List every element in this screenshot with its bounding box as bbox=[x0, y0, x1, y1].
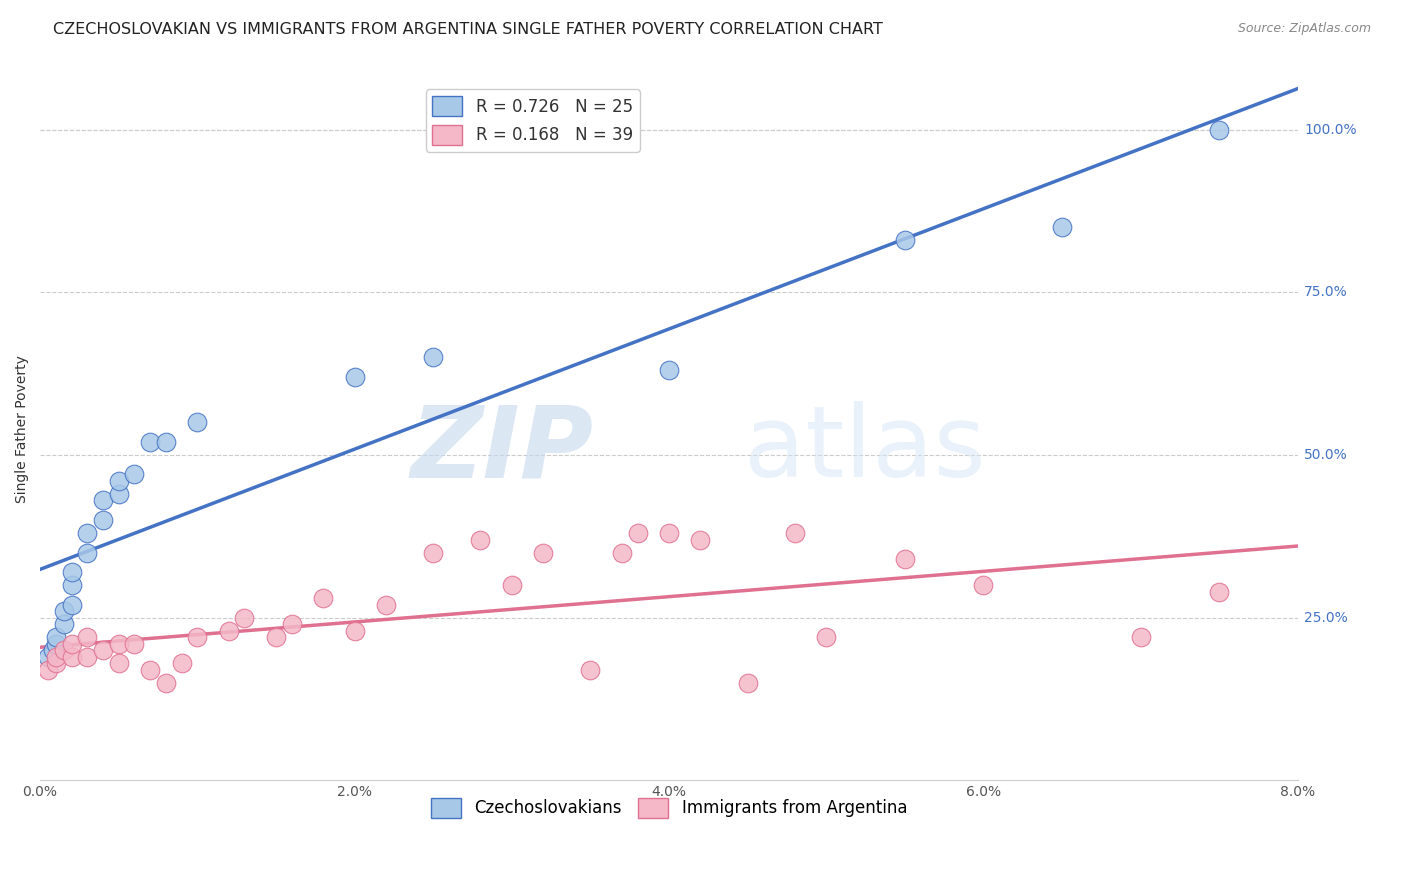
Point bbox=[218, 624, 240, 638]
Point bbox=[76, 545, 98, 559]
Point bbox=[45, 630, 67, 644]
Point bbox=[91, 513, 114, 527]
Point bbox=[470, 533, 492, 547]
Point bbox=[107, 474, 129, 488]
Point bbox=[893, 552, 915, 566]
Point bbox=[76, 526, 98, 541]
Point bbox=[689, 533, 711, 547]
Point bbox=[45, 656, 67, 670]
Point bbox=[1129, 630, 1152, 644]
Point bbox=[1208, 122, 1230, 136]
Point bbox=[610, 545, 633, 559]
Point bbox=[155, 434, 177, 449]
Point bbox=[312, 591, 335, 605]
Text: 100.0%: 100.0% bbox=[1305, 122, 1357, 136]
Point bbox=[60, 649, 83, 664]
Point bbox=[107, 656, 129, 670]
Point bbox=[501, 578, 523, 592]
Point bbox=[737, 675, 759, 690]
Text: CZECHOSLOVAKIAN VS IMMIGRANTS FROM ARGENTINA SINGLE FATHER POVERTY CORRELATION C: CZECHOSLOVAKIAN VS IMMIGRANTS FROM ARGEN… bbox=[53, 22, 883, 37]
Point bbox=[52, 643, 75, 657]
Point bbox=[52, 617, 75, 632]
Point bbox=[91, 493, 114, 508]
Point bbox=[343, 369, 366, 384]
Point bbox=[233, 610, 256, 624]
Point bbox=[60, 565, 83, 579]
Point bbox=[972, 578, 994, 592]
Point bbox=[264, 630, 287, 644]
Text: 75.0%: 75.0% bbox=[1305, 285, 1348, 299]
Point bbox=[139, 663, 162, 677]
Point bbox=[139, 434, 162, 449]
Point bbox=[45, 637, 67, 651]
Point bbox=[658, 363, 681, 377]
Point bbox=[155, 675, 177, 690]
Point bbox=[658, 526, 681, 541]
Text: ZIP: ZIP bbox=[411, 401, 593, 499]
Point bbox=[107, 487, 129, 501]
Y-axis label: Single Father Poverty: Single Father Poverty bbox=[15, 355, 30, 503]
Point bbox=[76, 649, 98, 664]
Point bbox=[170, 656, 193, 670]
Text: 50.0%: 50.0% bbox=[1305, 448, 1348, 462]
Point bbox=[783, 526, 806, 541]
Point bbox=[531, 545, 554, 559]
Point bbox=[37, 649, 59, 664]
Text: atlas: atlas bbox=[744, 401, 986, 499]
Point bbox=[893, 233, 915, 247]
Point bbox=[186, 630, 208, 644]
Point bbox=[60, 598, 83, 612]
Point bbox=[579, 663, 602, 677]
Point bbox=[37, 663, 59, 677]
Point bbox=[91, 643, 114, 657]
Point bbox=[280, 617, 302, 632]
Point bbox=[124, 637, 146, 651]
Point bbox=[186, 416, 208, 430]
Point bbox=[1208, 584, 1230, 599]
Point bbox=[76, 630, 98, 644]
Point bbox=[375, 598, 398, 612]
Point bbox=[1050, 220, 1073, 235]
Point bbox=[45, 649, 67, 664]
Point bbox=[815, 630, 838, 644]
Point bbox=[343, 624, 366, 638]
Point bbox=[107, 637, 129, 651]
Point bbox=[52, 604, 75, 618]
Point bbox=[60, 637, 83, 651]
Point bbox=[60, 578, 83, 592]
Legend: Czechoslovakians, Immigrants from Argentina: Czechoslovakians, Immigrants from Argent… bbox=[425, 791, 914, 825]
Point bbox=[41, 643, 63, 657]
Text: Source: ZipAtlas.com: Source: ZipAtlas.com bbox=[1237, 22, 1371, 36]
Point bbox=[124, 467, 146, 482]
Text: 25.0%: 25.0% bbox=[1305, 611, 1348, 624]
Point bbox=[422, 545, 444, 559]
Point bbox=[422, 351, 444, 365]
Point bbox=[626, 526, 648, 541]
